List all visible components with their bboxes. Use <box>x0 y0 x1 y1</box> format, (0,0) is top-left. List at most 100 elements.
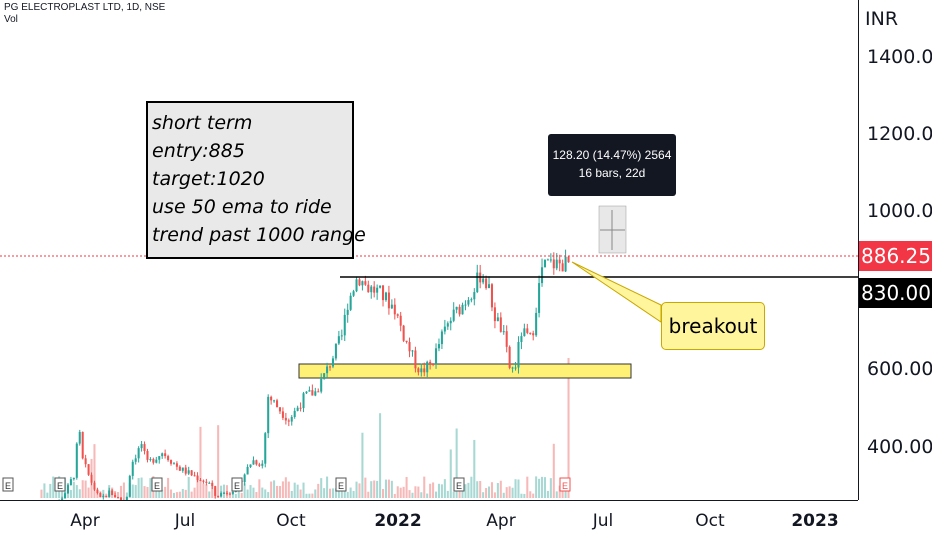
volume-bar <box>567 358 570 498</box>
candle-body <box>508 346 511 368</box>
earnings-marker <box>559 477 571 492</box>
candle-body <box>172 463 176 465</box>
price-tick: 600.00 <box>867 358 932 380</box>
candle-body <box>66 485 70 494</box>
candle-body <box>343 314 346 336</box>
measure-tooltip: 128.20 (14.47%) 2564 16 bars, 22d <box>548 134 676 196</box>
candle-body <box>490 284 494 308</box>
candle-body <box>208 482 211 484</box>
volume-bar <box>69 489 72 498</box>
volume-bar <box>549 478 552 498</box>
candle-body <box>387 292 390 309</box>
volume-bar <box>514 479 517 498</box>
volume-bar <box>222 484 226 498</box>
volume-bar <box>278 486 282 498</box>
candle-body <box>255 460 258 465</box>
candle-body <box>517 341 520 368</box>
volume-bar <box>331 488 335 498</box>
earnings-marker-label: E <box>154 481 160 491</box>
candle-body <box>152 459 155 463</box>
volume-bar <box>482 492 485 498</box>
volume-bar <box>499 480 502 498</box>
volume-bar <box>376 480 379 498</box>
candle-body <box>311 390 314 396</box>
volume-bar <box>373 480 376 498</box>
candle-body <box>184 467 187 474</box>
volume-bar <box>270 481 273 498</box>
candle-body <box>205 481 208 483</box>
candle-body <box>567 256 570 263</box>
volume-bar <box>455 428 458 498</box>
candle-body <box>496 317 499 322</box>
volume-bar <box>326 476 329 498</box>
price-tick: 1200.00 <box>867 123 932 145</box>
candle-body <box>326 366 329 374</box>
volume-bar <box>396 486 399 498</box>
candle-body <box>317 391 320 393</box>
candle-body <box>220 493 223 497</box>
candle-body <box>290 416 293 422</box>
earnings-marker <box>231 477 243 492</box>
candle-body <box>72 477 75 480</box>
time-tick: 2022 <box>374 511 422 531</box>
candle-body <box>225 492 229 494</box>
volume-bar <box>511 487 514 498</box>
volume-bar <box>490 482 494 498</box>
time-tick: Jul <box>592 511 614 531</box>
volume-bar <box>479 480 482 498</box>
volume-bar <box>146 486 149 498</box>
volume-bar <box>199 426 202 498</box>
volume-bar <box>520 493 523 498</box>
candle-body <box>155 459 158 463</box>
candle-body <box>111 490 114 496</box>
volume-bar <box>184 489 187 498</box>
earnings-marker-label: E <box>338 481 344 491</box>
candle-body <box>299 407 302 409</box>
candle-body <box>526 328 529 333</box>
candle-body <box>482 278 485 283</box>
price-axis[interactable]: INR 1400.00 1200.00 1000.00 886.25 830.0… <box>858 0 932 500</box>
candle-body <box>267 396 270 434</box>
trade-note-box[interactable]: short term entry:885 target:1020 use 50 … <box>146 101 366 259</box>
candle-body <box>105 495 108 497</box>
volume-bar <box>538 478 541 498</box>
chart-plot-area[interactable]: E E E E E E E PG ELECTROPLAST LTD, 1D, NSE Vol… <box>0 0 858 500</box>
candle-body <box>358 279 361 286</box>
candle-body <box>84 458 87 465</box>
volume-bar <box>564 485 567 498</box>
volume-bar <box>78 489 81 498</box>
volume-bar <box>340 488 343 498</box>
volume-bar <box>81 480 84 498</box>
candle-body <box>164 453 167 457</box>
volume-bar <box>320 478 323 498</box>
candle-body <box>434 348 438 365</box>
candle-body <box>211 482 214 487</box>
volume-bar <box>317 483 320 498</box>
breakout-callout[interactable]: breakout <box>661 302 765 350</box>
candle-body <box>352 291 355 296</box>
volume-bar <box>508 486 511 498</box>
measure-change: 128.20 (14.47%) 2564 <box>552 148 672 162</box>
volume-bar <box>255 491 258 498</box>
candle-body <box>420 368 423 373</box>
candle-body <box>175 463 178 467</box>
candle-body <box>278 407 282 412</box>
time-tick: Apr <box>70 511 100 531</box>
candle-body <box>61 498 64 500</box>
candle-body <box>78 431 81 444</box>
time-axis[interactable]: Apr Jul Oct 2022 Apr Jul Oct 2023 <box>0 500 858 551</box>
candle-body <box>320 378 323 392</box>
volume-bar <box>40 489 43 498</box>
volume-bar <box>361 432 364 498</box>
candle-body <box>261 463 264 466</box>
candle-body <box>485 278 488 289</box>
volume-bar <box>119 485 123 498</box>
earnings-marker-label: E <box>57 481 63 491</box>
currency-label: INR <box>865 8 899 30</box>
volume-bar <box>240 492 243 498</box>
candle-body <box>411 350 414 352</box>
volume-bar <box>334 488 337 498</box>
volume-bar <box>346 491 349 498</box>
candle-body <box>455 306 458 310</box>
